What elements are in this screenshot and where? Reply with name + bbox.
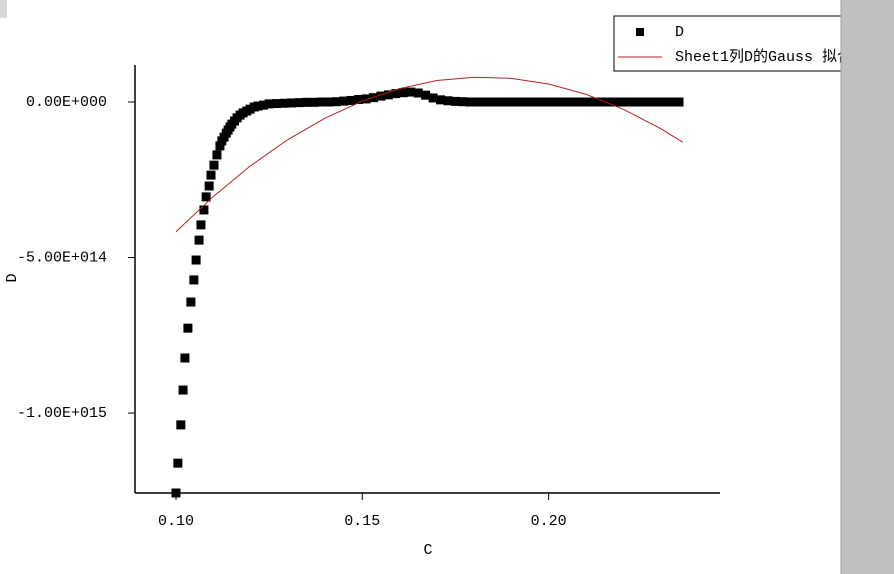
data-point: [354, 95, 364, 105]
data-point: [629, 97, 639, 107]
data-point: [272, 99, 282, 109]
data-point: [406, 87, 416, 97]
data-point: [480, 97, 490, 107]
y-tick-label: -1.00E+015: [17, 405, 107, 422]
data-point: [180, 353, 190, 363]
data-point: [413, 88, 423, 98]
data-point: [547, 97, 557, 107]
legend-marker: [636, 28, 644, 36]
data-point: [525, 97, 535, 107]
data-point: [659, 97, 669, 107]
data-point: [173, 458, 183, 468]
y-tick-label: 0.00E+000: [26, 94, 107, 111]
legend-label: Sheet1列D的Gauss 拟合: [675, 48, 852, 66]
data-point: [206, 170, 216, 180]
data-point: [279, 98, 289, 108]
data-point: [191, 255, 201, 265]
data-point: [644, 97, 654, 107]
data-point: [532, 97, 542, 107]
data-point: [495, 97, 505, 107]
data-point: [294, 98, 304, 108]
data-point: [331, 97, 341, 107]
data-point: [361, 94, 371, 104]
data-point: [667, 97, 677, 107]
data-point: [212, 150, 222, 160]
data-point: [458, 97, 468, 107]
x-axis-title: C: [423, 542, 432, 559]
data-point: [607, 97, 617, 107]
data-point: [398, 88, 408, 98]
data-point: [209, 160, 219, 170]
y-axis-title: D: [4, 273, 21, 282]
data-point: [436, 95, 446, 105]
data-point: [264, 99, 274, 109]
data-point: [674, 97, 684, 107]
data-point: [570, 97, 580, 107]
data-point: [488, 97, 498, 107]
data-point: [562, 97, 572, 107]
data-point: [201, 192, 211, 202]
data-point: [286, 98, 296, 108]
data-point: [196, 220, 206, 230]
data-point: [339, 96, 349, 106]
data-point: [518, 97, 528, 107]
data-point: [199, 205, 209, 215]
data-point: [253, 101, 263, 111]
data-point: [510, 97, 520, 107]
data-point: [309, 97, 319, 107]
plot-area: C D 0.10 0.15 0.20 0.00E+000 -5.00E+014 -1.00…: [4, 15, 875, 559]
data-point: [171, 488, 181, 498]
x-tick-label: 0.10: [158, 513, 194, 530]
data-point: [428, 93, 438, 103]
data-point: [622, 97, 632, 107]
data-point: [555, 97, 565, 107]
data-point: [183, 323, 193, 333]
window-fragment: [0, 0, 7, 18]
y-tick-label: -5.00E+014: [17, 250, 107, 267]
data-point: [652, 97, 662, 107]
data-point: [215, 141, 225, 151]
data-point: [391, 89, 401, 99]
data-point: [204, 181, 214, 191]
data-point: [503, 97, 513, 107]
data-point: [540, 97, 550, 107]
data-point: [178, 385, 188, 395]
fit-line: [175, 76, 684, 233]
data-point: [465, 97, 475, 107]
data-point: [324, 97, 334, 107]
data-point: [637, 97, 647, 107]
data-point: [301, 97, 311, 107]
data-point: [577, 97, 587, 107]
data-point: [376, 91, 386, 101]
data-point: [316, 97, 326, 107]
data-point: [450, 96, 460, 106]
data-point: [421, 90, 431, 100]
data-point: [176, 420, 186, 430]
data-point: [614, 97, 624, 107]
data-point: [585, 97, 595, 107]
data-point: [383, 90, 393, 100]
side-panel: [841, 0, 894, 574]
data-point: [186, 297, 196, 307]
legend-label: D: [675, 24, 684, 41]
data-point: [194, 235, 204, 245]
x-tick-label: 0.15: [344, 513, 380, 530]
x-tick-label: 0.20: [531, 513, 567, 530]
data-point: [473, 97, 483, 107]
data-point: [443, 96, 453, 106]
data-point: [346, 95, 356, 105]
data-point: [592, 97, 602, 107]
data-point: [259, 100, 269, 110]
data-point: [189, 275, 199, 285]
